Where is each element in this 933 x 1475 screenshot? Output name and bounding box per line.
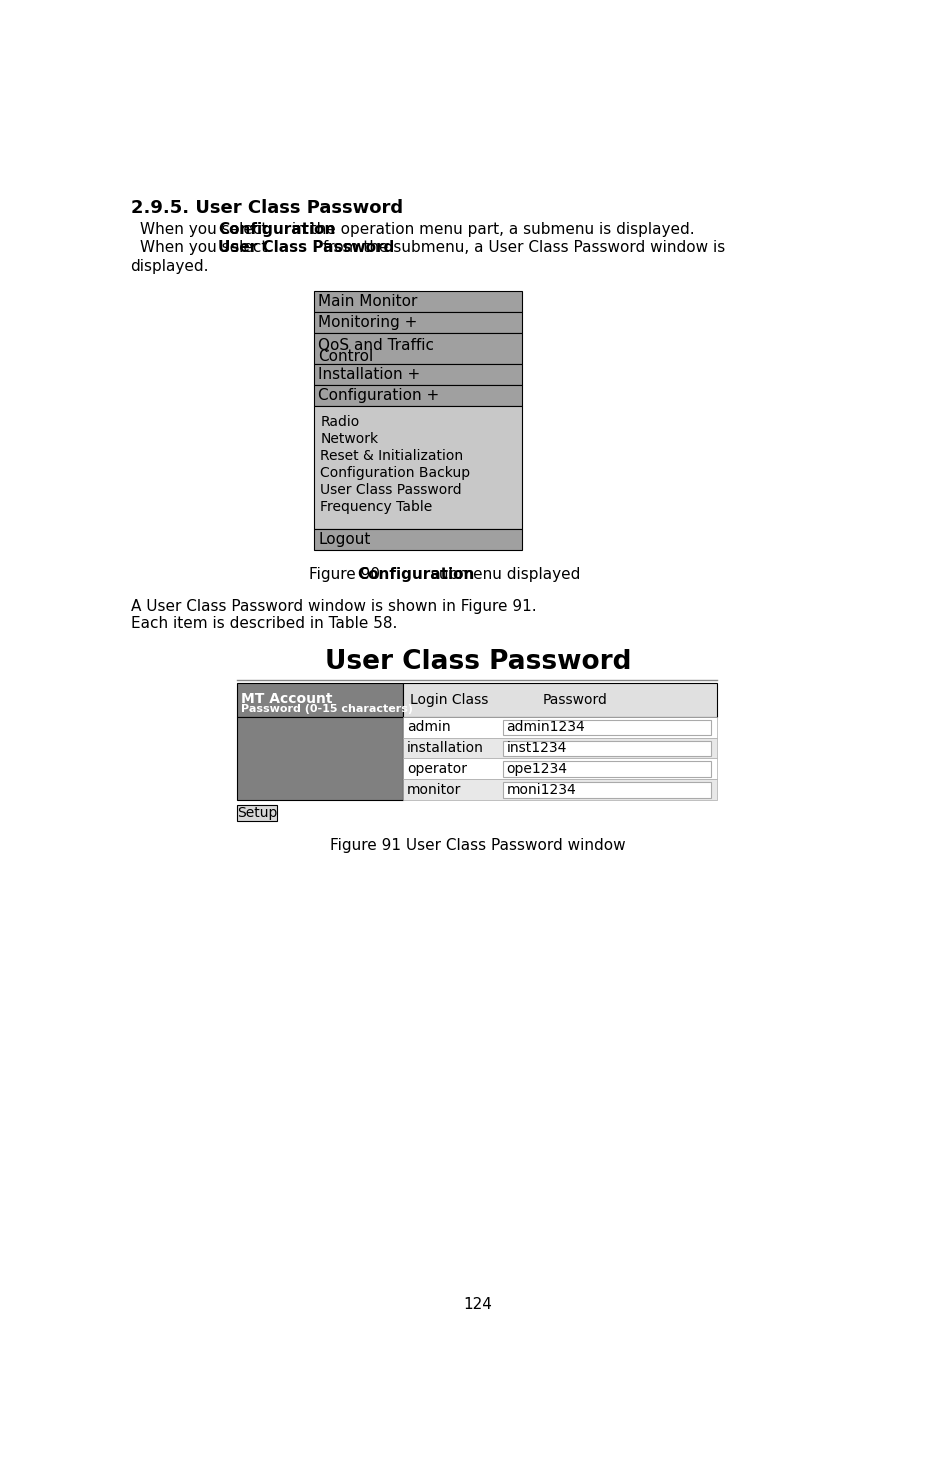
FancyBboxPatch shape (403, 738, 717, 758)
Text: displayed.: displayed. (131, 258, 209, 274)
Text: admin1234: admin1234 (507, 720, 585, 735)
FancyBboxPatch shape (403, 717, 717, 738)
Text: Each item is described in Table 58.: Each item is described in Table 58. (131, 617, 397, 631)
Text: Configuration: Configuration (357, 566, 475, 581)
Text: operator: operator (407, 761, 467, 776)
Text: Figure 90: Figure 90 (309, 566, 384, 581)
Text: Network: Network (320, 432, 379, 445)
Text: Configuration Backup: Configuration Backup (320, 466, 470, 479)
Text: Figure 91 User Class Password window: Figure 91 User Class Password window (330, 838, 626, 854)
FancyBboxPatch shape (403, 683, 717, 717)
Text: Radio: Radio (320, 414, 360, 429)
FancyBboxPatch shape (503, 761, 711, 777)
Text: monitor: monitor (407, 783, 462, 796)
Text: from the submenu, a User Class Password window is: from the submenu, a User Class Password … (318, 240, 725, 255)
Text: When you select: When you select (140, 240, 272, 255)
FancyBboxPatch shape (503, 720, 711, 735)
Text: A User Class Password window is shown in Figure 91.: A User Class Password window is shown in… (131, 599, 536, 614)
FancyBboxPatch shape (314, 385, 522, 406)
Text: User Class Password: User Class Password (325, 649, 631, 676)
FancyBboxPatch shape (314, 530, 522, 550)
Text: moni1234: moni1234 (507, 783, 577, 796)
Text: MT Account: MT Account (241, 692, 332, 707)
Text: inst1234: inst1234 (507, 740, 567, 755)
Text: 2.9.5. User Class Password: 2.9.5. User Class Password (131, 199, 403, 217)
FancyBboxPatch shape (314, 406, 522, 530)
Text: ope1234: ope1234 (507, 761, 567, 776)
Text: User Class Password: User Class Password (218, 240, 395, 255)
FancyBboxPatch shape (237, 805, 277, 822)
FancyBboxPatch shape (503, 782, 711, 798)
Text: Installation +: Installation + (318, 367, 421, 382)
FancyBboxPatch shape (237, 717, 403, 799)
Text: Logout: Logout (318, 532, 370, 547)
Text: User Class Password: User Class Password (320, 482, 462, 497)
Text: installation: installation (407, 740, 484, 755)
Text: When you select: When you select (140, 221, 272, 236)
Text: QoS and Traffic: QoS and Traffic (318, 338, 434, 353)
FancyBboxPatch shape (403, 779, 717, 799)
Text: Password (0-15 characters): Password (0-15 characters) (241, 704, 412, 714)
Text: admin: admin (407, 720, 451, 735)
Text: submenu displayed: submenu displayed (426, 566, 580, 581)
FancyBboxPatch shape (314, 364, 522, 385)
Text: 124: 124 (464, 1298, 493, 1313)
Text: Main Monitor: Main Monitor (318, 294, 417, 308)
FancyBboxPatch shape (237, 683, 403, 717)
Text: Configuration +: Configuration + (318, 388, 439, 403)
Text: Setup: Setup (237, 807, 277, 820)
Text: Control: Control (318, 350, 373, 364)
Text: Login Class: Login Class (410, 693, 488, 707)
FancyBboxPatch shape (403, 758, 717, 779)
FancyBboxPatch shape (314, 311, 522, 332)
Text: Configuration: Configuration (218, 221, 335, 236)
FancyBboxPatch shape (314, 332, 522, 364)
FancyBboxPatch shape (314, 291, 522, 311)
Text: Reset & Initialization: Reset & Initialization (320, 448, 464, 463)
Text: Monitoring +: Monitoring + (318, 314, 417, 329)
Text: Frequency Table: Frequency Table (320, 500, 433, 513)
Text: in the operation menu part, a submenu is displayed.: in the operation menu part, a submenu is… (286, 221, 694, 236)
FancyBboxPatch shape (503, 740, 711, 757)
Text: Password: Password (543, 693, 607, 707)
